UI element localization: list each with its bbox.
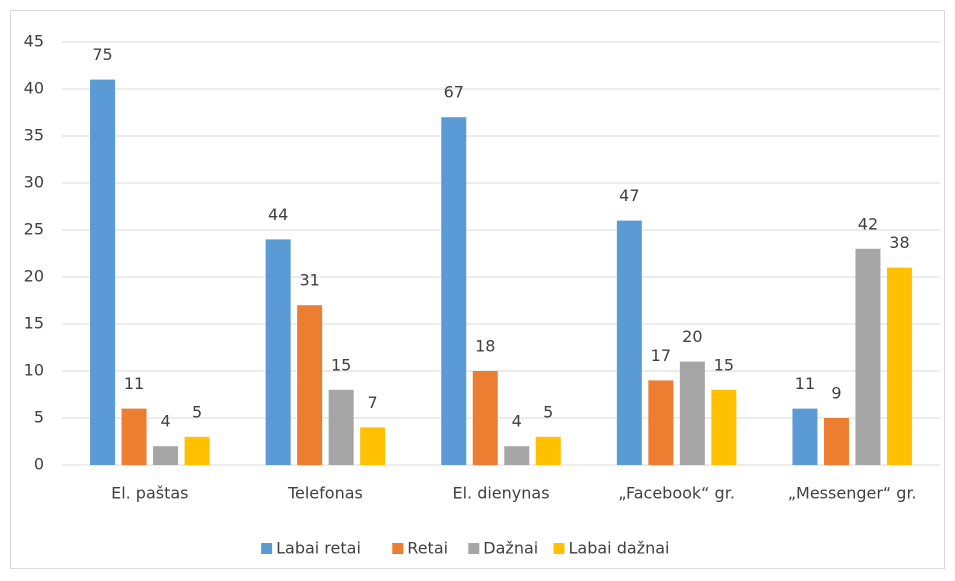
bar [792,408,818,465]
bar [121,408,147,465]
x-tick-label: „Messenger“ gr. [788,484,917,503]
data-label: 15 [331,355,351,374]
legend-label: Labai dažnai [569,539,670,558]
data-label: 7 [368,393,378,412]
bar [823,418,849,465]
legend-swatch [468,543,480,554]
data-label: 31 [299,271,319,290]
x-tick-label: El. dienynas [452,484,549,503]
x-tick-label: El. paštas [111,484,188,503]
data-label: 18 [475,337,495,356]
data-label: 67 [444,83,464,102]
data-label: 47 [619,186,639,205]
data-label: 5 [192,402,202,421]
bar [472,371,498,465]
y-tick-label: 35 [24,126,44,145]
bar [679,361,705,465]
x-tick-label: Telefonas [287,484,363,503]
y-tick-label: 30 [24,173,44,192]
bar [328,389,354,465]
y-tick-label: 45 [24,32,44,51]
data-label: 75 [92,45,112,64]
data-label: 15 [714,355,734,374]
data-label: 42 [858,214,878,233]
y-tick-label: 20 [24,267,44,286]
legend-label: Dažnai [483,539,538,558]
data-label: 5 [543,402,553,421]
y-tick-label: 25 [24,220,44,239]
x-tick-label: „Facebook“ gr. [618,484,735,503]
y-tick-label: 15 [24,314,44,333]
legend-label: Labai retai [276,539,361,558]
bar [886,267,912,465]
chart-frame [10,10,945,569]
y-tick-label: 40 [24,79,44,98]
y-tick-label: 10 [24,361,44,380]
bar [616,220,642,465]
data-label: 44 [268,205,288,224]
data-label: 17 [651,346,671,365]
legend-swatch [392,543,404,554]
bar [90,79,116,465]
y-tick-label: 0 [34,455,44,474]
legend-swatch [261,543,273,554]
data-label: 4 [512,412,522,431]
bar [441,117,467,465]
bar [711,389,737,465]
data-label: 11 [795,374,815,393]
data-label: 11 [124,374,144,393]
y-tick-label: 5 [34,408,44,427]
bar [855,248,881,465]
data-label: 38 [889,233,909,252]
bar [153,446,179,465]
bar [265,239,291,465]
data-label: 4 [160,412,170,431]
bar [297,305,323,465]
data-label: 20 [682,327,702,346]
bar [535,436,561,465]
legend-label: Retai [407,539,448,558]
bar [504,446,530,465]
bar [184,436,210,465]
legend-swatch [553,543,565,554]
bar [360,427,386,465]
bar [648,380,674,465]
data-label: 9 [831,384,841,403]
